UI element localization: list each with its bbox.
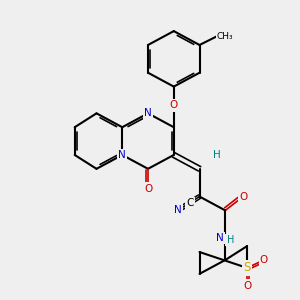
Text: N: N: [217, 233, 224, 243]
Text: O: O: [243, 281, 251, 291]
Text: O: O: [239, 192, 247, 202]
Text: N: N: [144, 108, 152, 118]
Text: C: C: [186, 199, 193, 208]
Text: H: H: [226, 235, 234, 245]
Text: S: S: [243, 261, 251, 274]
Text: O: O: [144, 184, 152, 194]
Text: H: H: [214, 150, 221, 160]
Text: CH₃: CH₃: [217, 32, 234, 40]
Text: O: O: [170, 100, 178, 110]
Text: N: N: [174, 206, 182, 215]
Text: N: N: [118, 150, 126, 160]
Text: O: O: [260, 255, 268, 265]
